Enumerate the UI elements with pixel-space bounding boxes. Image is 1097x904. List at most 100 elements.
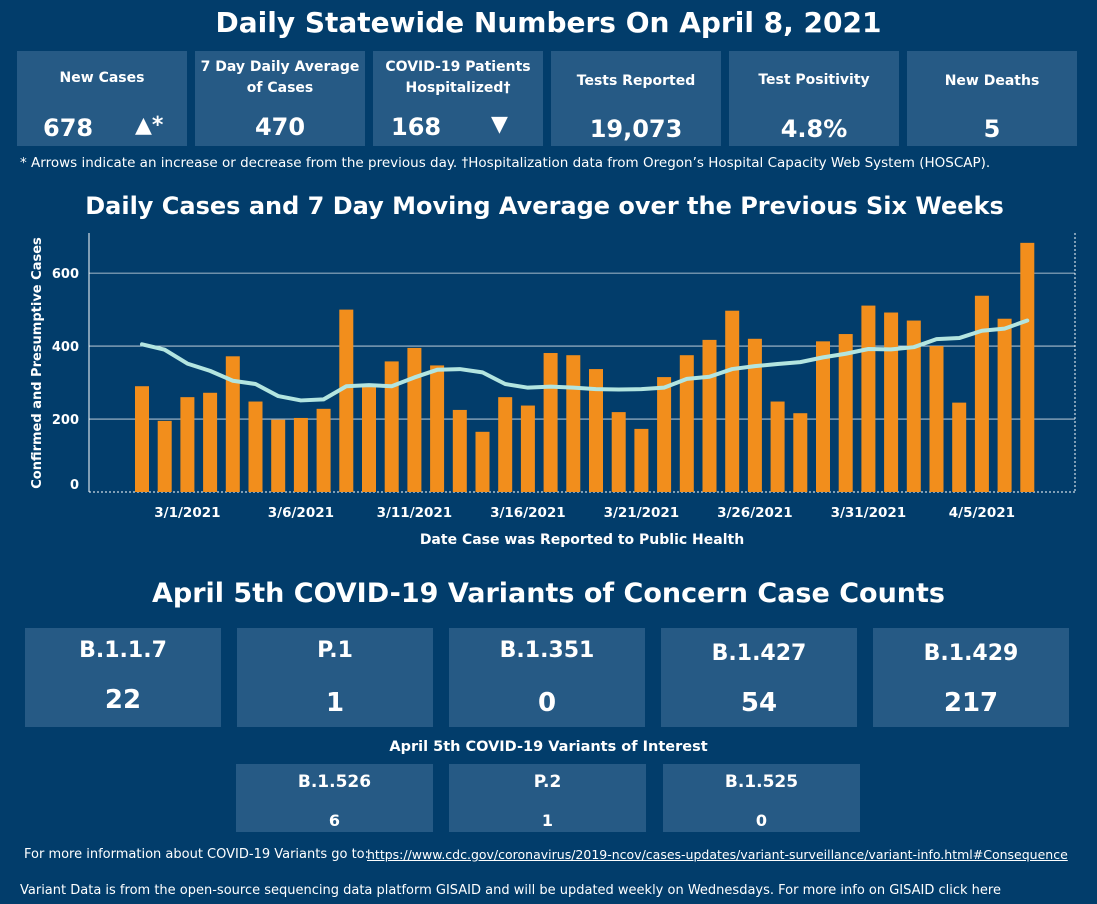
x-tick-label: 3/26/2021: [717, 505, 793, 521]
x-tick-label: 3/11/2021: [377, 505, 453, 521]
bar: [793, 413, 808, 492]
variant-count: 54: [740, 688, 778, 718]
variant-card-b1351[interactable]: B.1.351 0: [449, 628, 645, 727]
bar: [566, 355, 581, 492]
decrease-arrow-icon: ▼: [491, 112, 508, 137]
kpi-test-positivity[interactable]: Test Positivity 4.8%: [729, 51, 899, 146]
bar: [452, 409, 467, 492]
kpi-value: 19,073: [589, 115, 683, 143]
variant-card-b117[interactable]: B.1.1.7 22: [25, 628, 221, 727]
variant-card-b1429[interactable]: B.1.429 217: [873, 628, 1069, 727]
x-tick-label: 4/5/2021: [949, 505, 1015, 521]
bar: [770, 401, 785, 492]
y-tick-label: 400: [52, 340, 79, 355]
variant-count: 217: [943, 688, 999, 718]
bar: [1020, 242, 1035, 492]
kpi-seven-day-average[interactable]: 7 Day Daily Average of Cases 470: [195, 51, 365, 146]
y-axis-label: Confirmed and Presumptive Cases: [30, 237, 45, 489]
kpi-label-line-2: Hospitalized†: [405, 80, 511, 96]
x-tick-label: 3/16/2021: [490, 505, 566, 521]
bar: [929, 346, 944, 492]
bar: [520, 405, 535, 492]
gisaid-info-link[interactable]: Variant Data is from the open-source seq…: [20, 883, 1001, 898]
bar: [384, 361, 399, 492]
bar: [974, 295, 989, 492]
bar: [316, 408, 331, 492]
x-tick-label: 3/1/2021: [154, 505, 220, 521]
variant-card-p2[interactable]: P.2 1: [449, 764, 646, 832]
kpi-value: 5: [983, 115, 1001, 143]
bar: [611, 412, 626, 492]
increase-arrow-icon: ▲*: [135, 113, 164, 138]
variant-card-b1427[interactable]: B.1.427 54: [661, 628, 857, 727]
variant-count: 0: [537, 688, 557, 718]
bar: [475, 431, 490, 492]
kpi-label-line-1: 7 Day Daily Average: [200, 59, 360, 75]
x-tick-label: 3/6/2021: [268, 505, 334, 521]
kpi-value: 168: [391, 113, 442, 141]
bar: [884, 312, 899, 492]
variants-of-interest-title: April 5th COVID-19 Variants of Interest: [389, 739, 708, 755]
bar: [362, 383, 376, 492]
variant-name: B.1.351: [499, 638, 595, 663]
bar: [271, 419, 286, 492]
variant-name: B.1.526: [297, 772, 372, 792]
kpi-label: Test Positivity: [758, 72, 870, 88]
bar: [702, 339, 717, 492]
variant-card-p1[interactable]: P.1 1: [237, 628, 433, 727]
variant-count: 6: [328, 811, 341, 830]
y-tick-label: 0: [70, 478, 79, 493]
bar: [203, 392, 218, 492]
page-title: Daily Statewide Numbers On April 8, 2021: [215, 6, 882, 39]
kpi-tests-reported[interactable]: Tests Reported 19,073: [551, 51, 721, 146]
bar: [339, 309, 354, 492]
variant-name: B.1.1.7: [79, 638, 167, 663]
kpi-label-line-1: COVID-19 Patients: [385, 59, 531, 75]
kpi-hospitalized[interactable]: COVID-19 Patients Hospitalized† 168 ▼: [373, 51, 543, 146]
variant-name: P.1: [317, 638, 353, 663]
bar: [997, 318, 1012, 492]
bar: [430, 365, 445, 492]
bar: [861, 305, 876, 492]
bar: [725, 310, 740, 492]
bar: [543, 353, 558, 492]
bar: [657, 377, 672, 492]
bar: [589, 369, 603, 492]
bar: [248, 401, 263, 492]
footnote: * Arrows indicate an increase or decreas…: [20, 155, 991, 171]
y-tick-label: 200: [52, 413, 79, 428]
variant-name: B.1.427: [711, 641, 807, 666]
bar: [838, 334, 853, 492]
kpi-new-cases[interactable]: New Cases 678 ▲*: [17, 51, 187, 146]
variant-count: 1: [325, 688, 345, 718]
moving-average-line: [140, 318, 1030, 403]
kpi-value: 4.8%: [780, 115, 848, 143]
cdc-variant-link[interactable]: https://www.cdc.gov/coronavirus/2019-nco…: [367, 847, 1068, 862]
bar: [180, 397, 195, 492]
cases-chart[interactable]: 0 200 400 600 3/1/2021 3/6/2021 3/11/2021 3/16/…: [0, 225, 1097, 560]
kpi-value: 678: [43, 114, 94, 142]
x-tick-label: 3/31/2021: [831, 505, 907, 521]
bar: [816, 341, 830, 492]
kpi-new-deaths[interactable]: New Deaths 5: [907, 51, 1077, 146]
bar: [634, 428, 649, 492]
bar: [906, 320, 921, 492]
bar: [157, 420, 172, 492]
variant-card-b1525[interactable]: B.1.525 0: [663, 764, 860, 832]
variant-card-b1526[interactable]: B.1.526 6: [236, 764, 433, 832]
bar: [952, 402, 967, 492]
variant-name: B.1.429: [923, 641, 1019, 666]
kpi-label: New Cases: [59, 70, 145, 86]
more-info-text: For more information about COVID-19 Vari…: [24, 847, 370, 862]
bar: [225, 356, 240, 492]
variant-count: 22: [104, 685, 142, 715]
bar: [135, 386, 149, 492]
variant-name: B.1.525: [724, 772, 799, 792]
variant-count: 0: [755, 811, 768, 830]
bar: [407, 347, 422, 492]
y-tick-label: 600: [52, 267, 79, 282]
variants-of-concern-title: April 5th COVID-19 Variants of Concern C…: [151, 578, 945, 609]
kpi-label-line-2: of Cases: [246, 80, 314, 96]
variant-name: P.2: [533, 772, 562, 792]
bar: [679, 355, 694, 492]
